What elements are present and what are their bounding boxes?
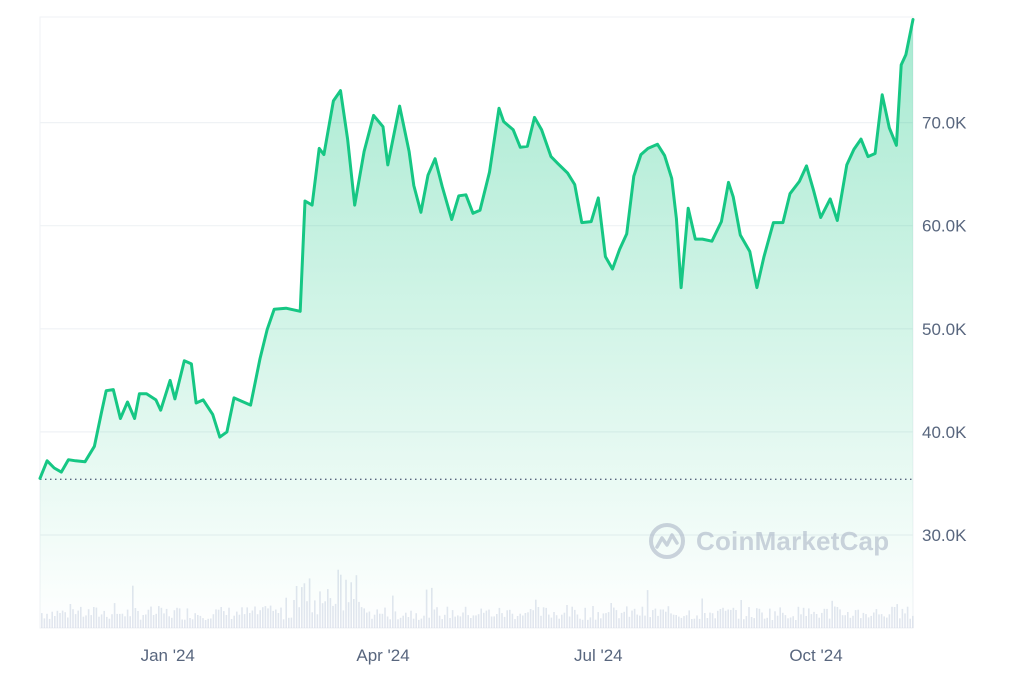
y-tick-label: 70.0K [922,114,967,133]
y-tick-label: 50.0K [922,320,967,339]
y-tick-label: 60.0K [922,217,967,236]
y-axis: 30.0K 40.0K 50.0K 60.0K 70.0K [922,114,967,545]
watermark: CoinMarketCap [648,522,889,560]
y-tick-label: 30.0K [922,526,967,545]
x-tick-label: Jul '24 [574,646,623,665]
price-line[interactable] [36,16,917,483]
watermark-text: CoinMarketCap [696,525,890,556]
price-series-line[interactable] [38,18,915,480]
coinmarketcap-logo-icon [649,523,685,559]
y-tick-label: 40.0K [922,423,967,442]
price-area-fill [40,19,913,628]
x-axis: Jan '24 Apr '24 Jul '24 Oct '24 [141,646,843,665]
x-tick-label: Oct '24 [789,646,842,665]
x-tick-label: Jan '24 [141,646,195,665]
x-tick-label: Apr '24 [356,646,409,665]
price-area [40,19,913,628]
